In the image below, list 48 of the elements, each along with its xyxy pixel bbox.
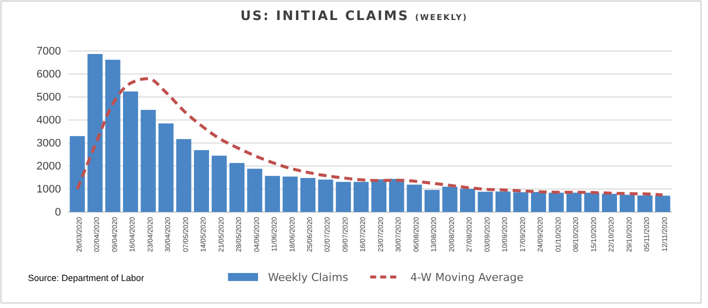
- bar: [300, 178, 316, 212]
- bar: [566, 192, 582, 212]
- bar: [442, 186, 458, 212]
- bar: [212, 156, 227, 212]
- bar: [513, 192, 528, 212]
- bar: [88, 54, 103, 212]
- y-tick-label: 7000: [36, 46, 61, 58]
- bar: [70, 136, 85, 212]
- bar: [637, 195, 652, 212]
- chart-subtitle: (WEEKLY): [415, 13, 468, 22]
- bar: [655, 196, 670, 212]
- line-series: [76, 77, 664, 196]
- bar: [496, 192, 511, 212]
- bar: [371, 179, 386, 212]
- y-tick-label: 3000: [36, 138, 61, 150]
- bar: [354, 182, 369, 212]
- bar: [406, 184, 422, 212]
- bar: [389, 178, 404, 212]
- y-tick-label: 1000: [36, 184, 61, 196]
- bar: [424, 190, 440, 212]
- bar: [176, 139, 192, 212]
- chart-title: US: INITIAL CLAIMS: [240, 9, 410, 24]
- bar: [460, 188, 476, 212]
- bar: [530, 192, 546, 212]
- bar: [247, 168, 262, 212]
- bar: [602, 194, 618, 212]
- y-tick-label: 4000: [36, 114, 61, 127]
- bar: [158, 123, 174, 212]
- bar: [336, 182, 351, 212]
- bar: [229, 163, 244, 212]
- bar: [140, 110, 156, 212]
- y-tick-label: 0: [54, 206, 61, 219]
- source-note: Source: Department of Labor: [28, 273, 144, 283]
- bar: [548, 192, 564, 212]
- legend-label: 4-W Moving Average: [410, 271, 524, 284]
- bar: [122, 91, 138, 212]
- bar: [264, 176, 280, 212]
- bar: [194, 150, 210, 212]
- legend-label: Weekly Claims: [268, 271, 348, 284]
- bar: [584, 192, 600, 212]
- bar: [282, 176, 298, 212]
- bar: [105, 60, 120, 212]
- bar: [318, 180, 334, 212]
- y-tick-label: 2000: [36, 160, 61, 173]
- y-tick-label: 6000: [36, 68, 61, 81]
- bar: [620, 194, 635, 212]
- y-tick-label: 5000: [36, 92, 61, 104]
- bar: [478, 192, 493, 212]
